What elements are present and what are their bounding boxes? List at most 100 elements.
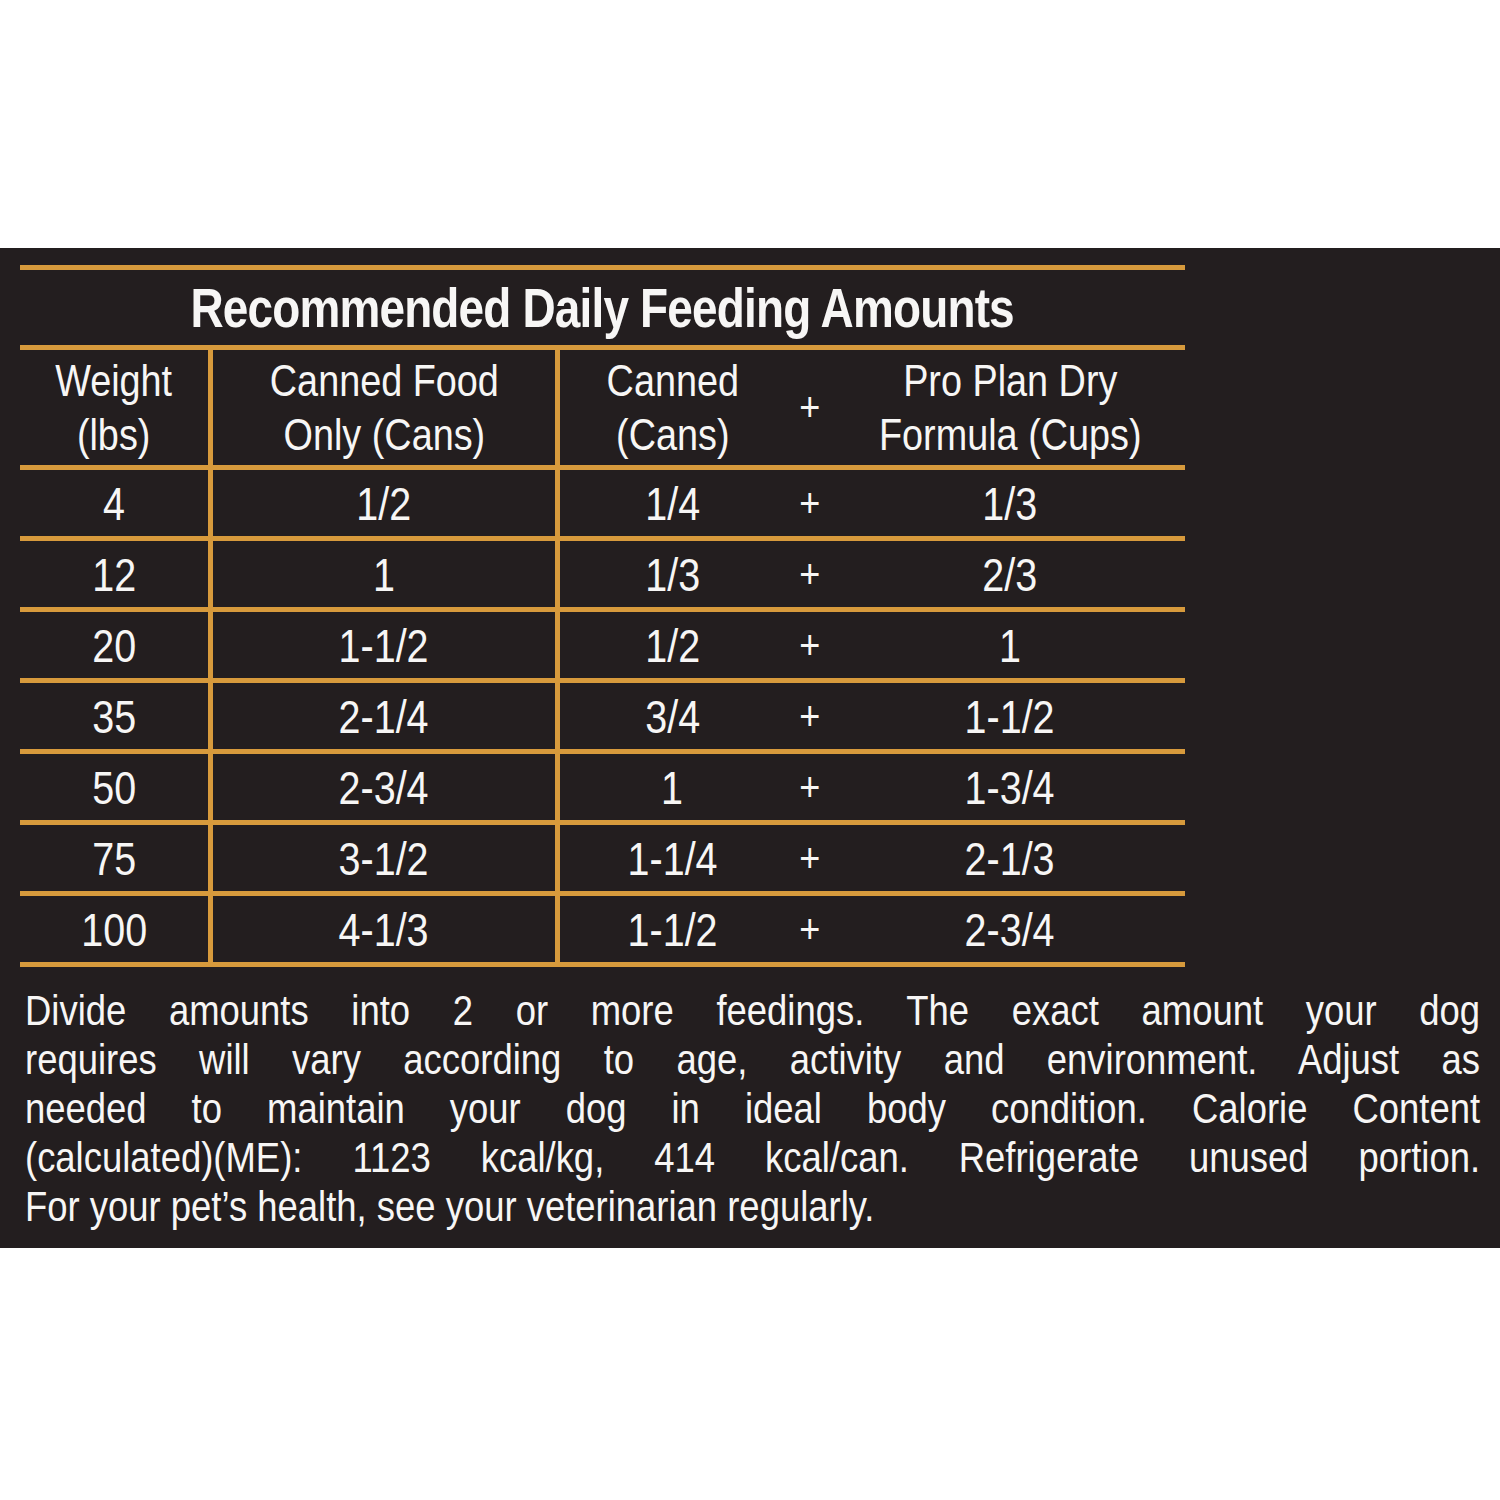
weight-value: 75 — [92, 831, 136, 886]
cell-dry: 2/3 — [835, 547, 1185, 602]
cell-canned-only: 2-1/4 — [213, 683, 560, 749]
cell-dry: 2-1/3 — [835, 831, 1185, 886]
dry-value: 1-3/4 — [965, 760, 1055, 815]
weight-value: 12 — [92, 547, 136, 602]
cell-combined: 1-1/2 + 2-3/4 — [560, 896, 1185, 962]
cell-dry: 1 — [835, 618, 1185, 673]
instructions-line: needed to maintain your dog in ideal bod… — [25, 1084, 1480, 1133]
dry-value: 2-1/3 — [965, 831, 1055, 886]
table-row: 20 1-1/2 1/2 + 1 — [20, 612, 1185, 678]
cell-combined: 3/4 + 1-1/2 — [560, 683, 1185, 749]
canned-value: 1/4 — [645, 476, 700, 531]
canned-value: 1 — [662, 760, 684, 815]
dry-value: 2-3/4 — [965, 902, 1055, 957]
canned-value: 3/4 — [645, 689, 700, 744]
instructions-line: requires will vary according to age, act… — [25, 1035, 1480, 1084]
canned-value: 1/2 — [645, 618, 700, 673]
cell-plus: + — [785, 694, 835, 739]
cell-canned-only: 4-1/3 — [213, 896, 560, 962]
canned-only-value: 4-1/3 — [339, 902, 429, 957]
header-canned-only-label: Canned Food Only (Cans) — [269, 354, 498, 460]
canned-value: 1-1/2 — [627, 902, 717, 957]
cell-plus: + — [785, 481, 835, 526]
cell-plus: + — [785, 765, 835, 810]
header-weight: Weight (lbs) — [20, 350, 213, 465]
cell-weight: 35 — [20, 683, 213, 749]
header-canned: Canned (Cans) — [560, 354, 785, 460]
dry-value: 1 — [999, 618, 1021, 673]
cell-canned: 3/4 — [560, 689, 785, 744]
cell-weight: 12 — [20, 541, 213, 607]
cell-canned: 1 — [560, 760, 785, 815]
canned-only-value: 2-1/4 — [339, 689, 429, 744]
header-canned-label: Canned (Cans) — [606, 354, 738, 460]
header-dry: Pro Plan Dry Formula (Cups) — [835, 354, 1185, 460]
table-row: 100 4-1/3 1-1/2 + 2-3/4 — [20, 896, 1185, 962]
cell-combined: 1/3 + 2/3 — [560, 541, 1185, 607]
header-plus: + — [785, 385, 835, 430]
cell-canned: 1/3 — [560, 547, 785, 602]
plus-sign: + — [799, 623, 820, 668]
weight-value: 4 — [103, 476, 125, 531]
cell-canned: 1-1/4 — [560, 831, 785, 886]
instructions-line: For your pet’s health, see your veterina… — [25, 1182, 1480, 1231]
cell-weight: 100 — [20, 896, 213, 962]
feeding-table: Recommended Daily Feeding Amounts Weight… — [20, 265, 1185, 967]
dry-value: 2/3 — [983, 547, 1038, 602]
header-weight-label: Weight (lbs) — [56, 354, 173, 460]
cell-combined: 1/4 + 1/3 — [560, 470, 1185, 536]
cell-dry: 1/3 — [835, 476, 1185, 531]
label-image: Recommended Daily Feeding Amounts Weight… — [0, 0, 1500, 1500]
table-row: 50 2-3/4 1 + 1-3/4 — [20, 754, 1185, 820]
cell-plus: + — [785, 552, 835, 597]
cell-canned: 1/2 — [560, 618, 785, 673]
canned-value: 1-1/4 — [627, 831, 717, 886]
cell-canned-only: 1/2 — [213, 470, 560, 536]
canned-value: 1/3 — [645, 547, 700, 602]
feeding-instructions: Divide amounts into 2 or more feedings. … — [25, 986, 1480, 1231]
weight-value: 20 — [92, 618, 136, 673]
cell-combined: 1/2 + 1 — [560, 612, 1185, 678]
canned-only-value: 2-3/4 — [339, 760, 429, 815]
cell-plus: + — [785, 907, 835, 952]
header-canned-only: Canned Food Only (Cans) — [213, 350, 560, 465]
weight-value: 100 — [81, 902, 147, 957]
cell-combined: 1 + 1-3/4 — [560, 754, 1185, 820]
cell-dry: 1-3/4 — [835, 760, 1185, 815]
table-row: 75 3-1/2 1-1/4 + 2-1/3 — [20, 825, 1185, 891]
dry-value: 1-1/2 — [965, 689, 1055, 744]
cell-canned-only: 1 — [213, 541, 560, 607]
cell-dry: 1-1/2 — [835, 689, 1185, 744]
table-title-row: Recommended Daily Feeding Amounts — [20, 270, 1185, 345]
canned-only-value: 1 — [373, 547, 395, 602]
cell-canned: 1-1/2 — [560, 902, 785, 957]
plus-sign: + — [799, 385, 820, 430]
plus-sign: + — [799, 694, 820, 739]
table-row: 35 2-1/4 3/4 + 1-1/2 — [20, 683, 1185, 749]
cell-canned-only: 2-3/4 — [213, 754, 560, 820]
table-title: Recommended Daily Feeding Amounts — [191, 275, 1014, 340]
cell-plus: + — [785, 836, 835, 881]
plus-sign: + — [799, 481, 820, 526]
cell-canned-only: 1-1/2 — [213, 612, 560, 678]
cell-weight: 20 — [20, 612, 213, 678]
cell-dry: 2-3/4 — [835, 902, 1185, 957]
table-row: 4 1/2 1/4 + 1/3 — [20, 470, 1185, 536]
canned-only-value: 1-1/2 — [339, 618, 429, 673]
cell-canned-only: 3-1/2 — [213, 825, 560, 891]
weight-value: 35 — [92, 689, 136, 744]
cell-weight: 75 — [20, 825, 213, 891]
instructions-line: Divide amounts into 2 or more feedings. … — [25, 986, 1480, 1035]
header-combined: Canned (Cans) + Pro Plan Dry Formula (Cu… — [560, 350, 1185, 465]
instructions-line: (calculated)(ME): 1123 kcal/kg, 414 kcal… — [25, 1133, 1480, 1182]
table-row: 12 1 1/3 + 2/3 — [20, 541, 1185, 607]
header-dry-label: Pro Plan Dry Formula (Cups) — [879, 354, 1142, 460]
feeding-panel: Recommended Daily Feeding Amounts Weight… — [0, 248, 1500, 1248]
weight-value: 50 — [92, 760, 136, 815]
cell-plus: + — [785, 623, 835, 668]
plus-sign: + — [799, 765, 820, 810]
cell-weight: 50 — [20, 754, 213, 820]
divider-line — [20, 962, 1185, 967]
table-header-row: Weight (lbs) Canned Food Only (Cans) Can… — [20, 350, 1185, 465]
plus-sign: + — [799, 907, 820, 952]
